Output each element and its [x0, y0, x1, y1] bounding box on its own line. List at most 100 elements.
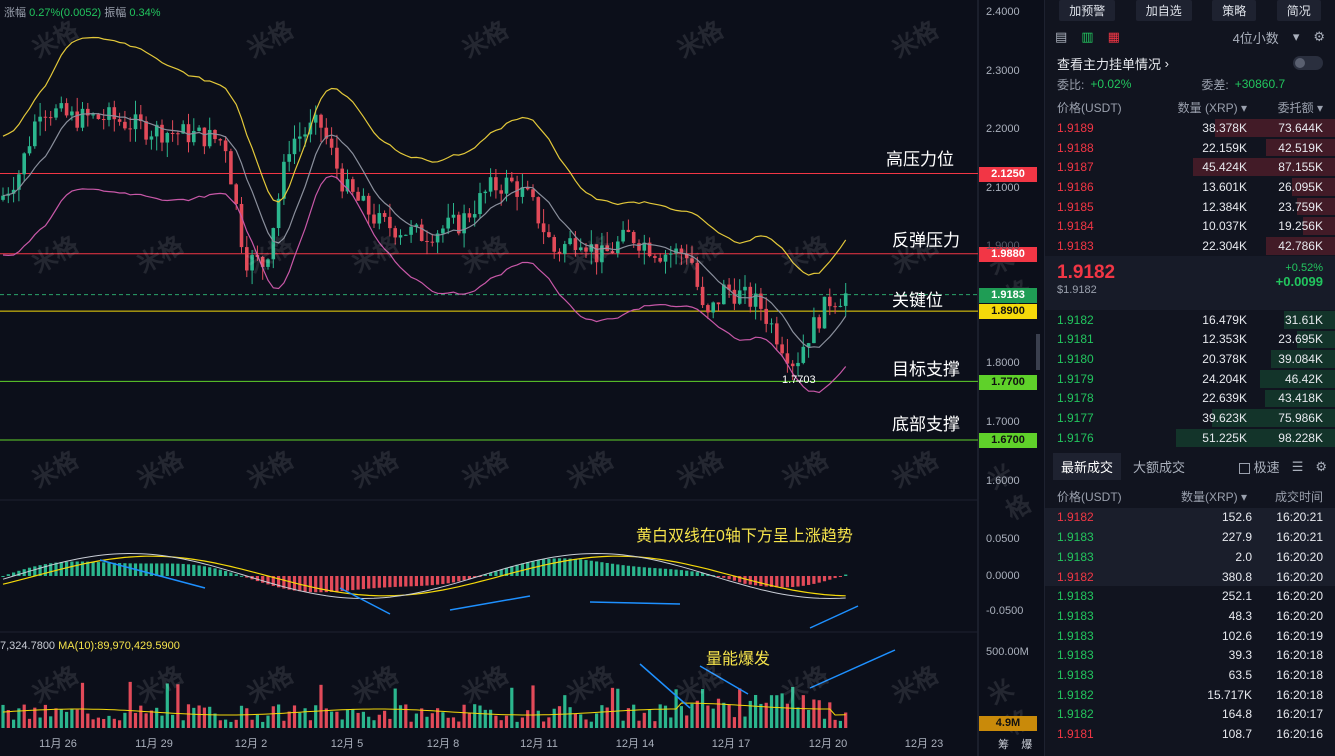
candle-body [345, 179, 350, 192]
bid-row[interactable]: 1.9181 12.353K 23.695K [1045, 330, 1335, 350]
settings-icon[interactable]: ⚙ [1313, 29, 1325, 44]
order-price: 1.9187 [1057, 160, 1094, 175]
volume-bar [531, 685, 535, 728]
volume-bar [420, 708, 424, 728]
ask-row[interactable]: 1.9187 45.424K 87.155K [1045, 157, 1335, 177]
ask-row[interactable]: 1.9183 22.304K 42.786K [1045, 236, 1335, 256]
bid-row[interactable]: 1.9178 22.639K 43.418K [1045, 389, 1335, 409]
add-watchlist-button[interactable]: 加自选 [1135, 0, 1192, 21]
filter-icon[interactable]: ☰ [1291, 458, 1304, 474]
speed-checkbox[interactable]: 极速 [1238, 457, 1280, 476]
order-amount: 26.095K [1278, 179, 1323, 194]
candlestick-chart[interactable] [0, 0, 1040, 756]
candle-body [584, 247, 588, 252]
candle-body [658, 257, 662, 262]
book-asks-icon[interactable]: ▦ [1107, 29, 1120, 44]
main-orders-link[interactable]: 查看主力挂单情况 [1057, 56, 1162, 72]
annotation-arrow [639, 663, 691, 709]
x-label: 12月 2 [234, 738, 268, 750]
volume-bar [404, 704, 408, 728]
main-orders-row[interactable]: 查看主力挂单情况 › [1045, 54, 1335, 72]
book-both-icon[interactable]: ▤ [1055, 29, 1068, 44]
volume-bar [239, 705, 244, 728]
speed-label: 极速 [1253, 460, 1280, 476]
order-qty: 12.353K [1202, 332, 1247, 347]
candle-body [457, 214, 461, 234]
ratio-row: 委比: +0.02% 委差: +30860.7 [1045, 72, 1335, 96]
chevron-down-icon[interactable]: ▾ [1292, 29, 1300, 44]
volume-bar [520, 717, 524, 728]
macd-bar [351, 576, 355, 591]
strategy-button[interactable]: 策略 [1212, 0, 1257, 21]
candle-body [478, 193, 482, 215]
macd-bar [769, 576, 774, 587]
depth-bar [1175, 428, 1335, 447]
ask-row[interactable]: 1.9189 38.378K 73.644K [1045, 118, 1335, 138]
depth-bar [1264, 389, 1335, 408]
ask-row[interactable]: 1.9188 22.159K 42.519K [1045, 138, 1335, 158]
volume-bar [605, 707, 609, 728]
ratio-label: 委比: [1057, 77, 1085, 92]
trade-qty: 39.3 [1228, 648, 1252, 663]
volume-bar [160, 715, 164, 728]
candle-body [743, 286, 747, 291]
volume-bar [833, 719, 837, 728]
trades-header-qty[interactable]: 数量(XRP) ▾ [1180, 490, 1247, 505]
volume-bar [748, 700, 752, 728]
header-amount[interactable]: 委托额 ▾ [1277, 100, 1323, 115]
bid-row[interactable]: 1.9180 20.378K 39.084K [1045, 349, 1335, 369]
bid-row[interactable]: 1.9182 16.479K 31.61K [1045, 310, 1335, 330]
trade-time: 16:20:18 [1276, 687, 1323, 702]
volume-bar [43, 704, 47, 728]
volume-bar [473, 704, 477, 728]
volume-bar [457, 721, 461, 728]
ask-row[interactable]: 1.9186 13.601K 26.095K [1045, 177, 1335, 197]
add-alert-button[interactable]: 加预警 [1059, 0, 1116, 21]
volume-bar [515, 721, 519, 728]
chip-tool-button[interactable]: 筹 [998, 739, 1009, 751]
volume-bar [446, 717, 450, 728]
candle-body [414, 224, 419, 227]
macd-bar [812, 576, 816, 584]
overview-button[interactable]: 简况 [1276, 0, 1321, 21]
macd-bar [483, 574, 487, 576]
decimals-select[interactable]: 4位小数 [1232, 30, 1279, 46]
bid-row[interactable]: 1.9176 51.225K 98.228K [1045, 428, 1335, 448]
macd-bar [510, 566, 514, 576]
candle-body [430, 241, 435, 243]
order-amount: 98.228K [1278, 430, 1323, 445]
trade-row: 1.9182 380.8 16:20:20 [1045, 566, 1335, 587]
candle-body [616, 241, 620, 254]
ask-row[interactable]: 1.9184 10.037K 19.256K [1045, 216, 1335, 236]
tab-large-trades[interactable]: 大额成交 [1133, 460, 1186, 476]
candle-body [684, 253, 689, 259]
volume-bar [112, 718, 116, 728]
macd-bar [727, 576, 731, 580]
chart-area[interactable]: 涨幅 0.27%(0.0052) 振幅 0.34% 米格 米格 米格 米格 米格 米格 米格… [0, 0, 1040, 756]
macd-bar [377, 576, 381, 588]
trade-row: 1.9183 2.0 16:20:20 [1045, 547, 1335, 567]
macd-bar [54, 562, 58, 576]
burst-tool-button[interactable]: 爆 [1021, 739, 1033, 751]
main-orders-toggle[interactable] [1293, 56, 1323, 70]
macd-bar [446, 576, 450, 584]
book-bids-icon[interactable]: ▥ [1081, 29, 1094, 44]
bottom-tools[interactable]: 筹 爆 [998, 736, 1032, 752]
tab-latest-trades[interactable]: 最新成交 [1053, 453, 1122, 481]
y-tick: 2.1000 [986, 182, 1020, 194]
macd-bar [499, 569, 503, 576]
candle-body [425, 240, 429, 242]
trade-row: 1.9183 39.3 16:20:18 [1045, 645, 1335, 665]
bid-row[interactable]: 1.9177 39.623K 75.986K [1045, 408, 1335, 428]
candle-body [271, 228, 276, 260]
price-tag-1670: 1.6700 [979, 433, 1037, 448]
volume-bar [648, 709, 652, 728]
candle-body [494, 177, 498, 191]
bid-row[interactable]: 1.9179 24.204K 46.42K [1045, 369, 1335, 389]
header-qty[interactable]: 数量 (XRP) ▾ [1177, 100, 1247, 115]
ask-row[interactable]: 1.9185 12.384K 23.759K [1045, 197, 1335, 217]
macd-bar [197, 565, 201, 576]
candle-body [441, 228, 445, 234]
volume-bar [96, 717, 100, 728]
settings-icon[interactable]: ⚙ [1315, 458, 1327, 474]
